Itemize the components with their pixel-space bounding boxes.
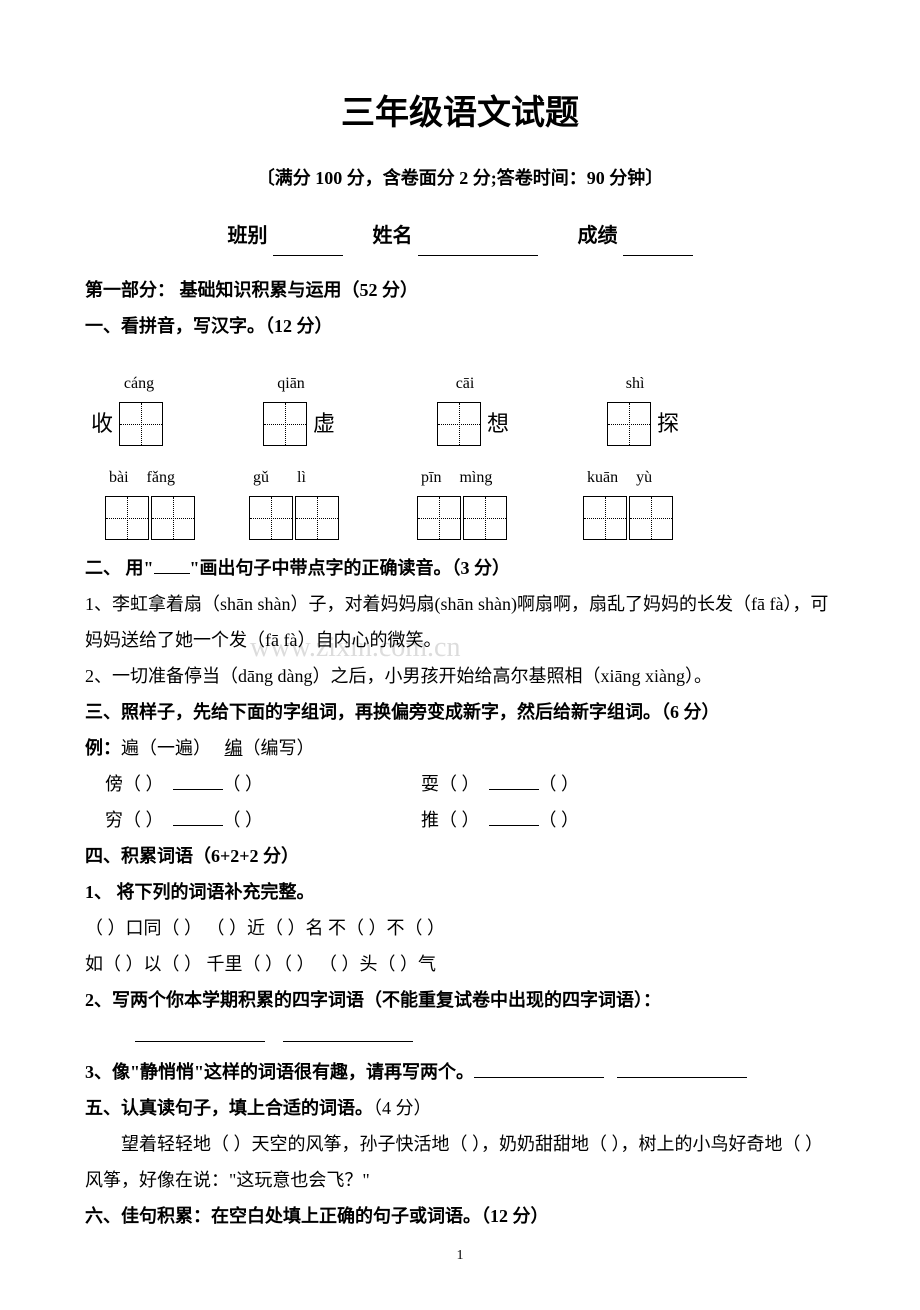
- q6-heading: 六、佳句积累：在空白处填上正确的句子或词语。（12 分）: [85, 1198, 835, 1234]
- class-blank[interactable]: [273, 255, 343, 256]
- name-blank[interactable]: [418, 255, 538, 256]
- pinyin-7a: pīn: [421, 462, 441, 494]
- class-label: 班别: [228, 225, 268, 247]
- char-box-8a[interactable]: [583, 496, 627, 540]
- char-box-8b[interactable]: [629, 496, 673, 540]
- q4-blank-b[interactable]: [283, 1041, 413, 1042]
- q3-blank-3[interactable]: [173, 825, 223, 826]
- pinyin-5b: fǎng: [147, 462, 175, 494]
- q3-blank-4[interactable]: [489, 825, 539, 826]
- char-box-1[interactable]: [119, 402, 163, 446]
- q5-text: 望着轻轻地（ ）天空的风筝，孙子快活地（ ），奶奶甜甜地（ ），树上的小鸟好奇地…: [85, 1126, 835, 1198]
- char-suffix-3: 想: [487, 402, 509, 446]
- q3-row1: 傍（ ） （ ） 耍（ ） （ ）: [85, 766, 835, 802]
- char-prefix-1: 收: [91, 402, 113, 446]
- char-box-5a[interactable]: [105, 496, 149, 540]
- char-box-6a[interactable]: [249, 496, 293, 540]
- pinyin-7b: mìng: [459, 462, 492, 494]
- q4-sub1: 1、 将下列的词语补充完整。: [85, 874, 835, 910]
- pinyin-6a: gǔ: [253, 462, 269, 494]
- pinyin-5a: bài: [109, 462, 129, 494]
- q2-heading: 二、 用""画出句子中带点字的正确读音。（3 分）: [85, 550, 835, 586]
- pinyin-8b: yù: [636, 462, 652, 494]
- q4-line1: （ ）口同（ ） （ ）近（ ）名 不（ ）不（ ）: [85, 910, 835, 946]
- pinyin-8a: kuān: [587, 462, 618, 494]
- char-suffix-4: 探: [657, 402, 679, 446]
- q4-line2: 如（ ）以（ ） 千里（ ）（ ） （ ）头（ ）气: [85, 946, 835, 982]
- char-box-7a[interactable]: [417, 496, 461, 540]
- q1-row2: bài fǎng gǔ lì pīn mìng: [105, 462, 835, 540]
- pinyin-2: qiān: [241, 368, 341, 400]
- q2-line2: 2、一切准备停当（dāng dàng）之后，小男孩开始给高尔基照相（xiāng …: [85, 658, 835, 694]
- q4-blank-c[interactable]: [474, 1077, 604, 1078]
- char-box-6b[interactable]: [295, 496, 339, 540]
- name-label: 姓名: [373, 225, 413, 247]
- q5-heading: 五、认真读句子，填上合适的词语。（4 分）: [85, 1090, 835, 1126]
- q3-example: 例：遍（一遍） 编（编写）: [85, 730, 835, 766]
- q4-heading: 四、积累词语（6+2+2 分）: [85, 838, 835, 874]
- q2-line1: 1、李虹拿着扇（shān shàn）子，对着妈妈扇(shān shàn)啊扇啊，…: [85, 586, 835, 658]
- q4-sub2: 2、写两个你本学期积累的四字词语（不能重复试卷中出现的四字词语）：: [85, 982, 835, 1018]
- score-blank[interactable]: [623, 255, 693, 256]
- q4-blank-a[interactable]: [135, 1041, 265, 1042]
- info-line: 班别 姓名 成绩: [85, 216, 835, 256]
- char-suffix-2: 虚: [313, 402, 335, 446]
- pinyin-6b: lì: [297, 462, 306, 494]
- char-box-5b[interactable]: [151, 496, 195, 540]
- page-number: 1: [85, 1242, 835, 1270]
- q4-sub3: 3、像"静悄悄"这样的词语很有趣，请再写两个。: [85, 1054, 835, 1090]
- q4-blank-d[interactable]: [617, 1077, 747, 1078]
- part1-heading: 第一部分： 基础知识积累与运用（52 分）: [85, 272, 835, 308]
- char-box-3[interactable]: [437, 402, 481, 446]
- pinyin-1: cáng: [115, 368, 163, 400]
- q1-heading: 一、看拼音，写汉字。（12 分）: [85, 308, 835, 344]
- subtitle: 〔满分 100 分，含卷面分 2 分;答卷时间：90 分钟〕: [85, 160, 835, 196]
- page-title: 三年级语文试题: [85, 80, 835, 148]
- char-box-4[interactable]: [607, 402, 651, 446]
- char-box-2[interactable]: [263, 402, 307, 446]
- char-box-7b[interactable]: [463, 496, 507, 540]
- q3-heading: 三、照样子，先给下面的字组词，再换偏旁变成新字，然后给新字组词。（6 分）: [85, 694, 835, 730]
- q4-sub2-blanks: [85, 1018, 835, 1054]
- pinyin-3: cāi: [415, 368, 515, 400]
- q3-blank-1[interactable]: [173, 789, 223, 790]
- pinyin-4: shì: [585, 368, 685, 400]
- q3-blank-2[interactable]: [489, 789, 539, 790]
- score-label: 成绩: [578, 225, 618, 247]
- q3-row2: 穷（ ） （ ） 推（ ） （ ）: [85, 802, 835, 838]
